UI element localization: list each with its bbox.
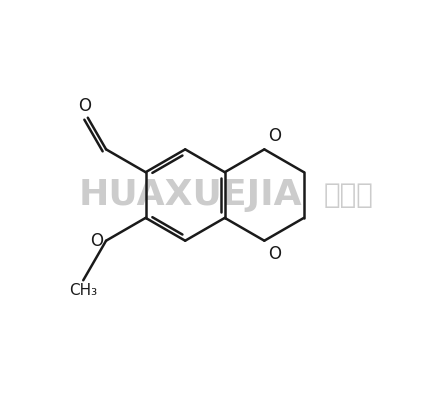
Text: HUAXUEJIA: HUAXUEJIA	[78, 178, 302, 212]
Text: 化学加: 化学加	[324, 181, 374, 209]
Text: O: O	[268, 127, 281, 145]
Text: O: O	[268, 245, 281, 263]
Text: O: O	[90, 232, 103, 250]
Text: O: O	[78, 97, 91, 115]
Text: CH₃: CH₃	[69, 283, 97, 298]
